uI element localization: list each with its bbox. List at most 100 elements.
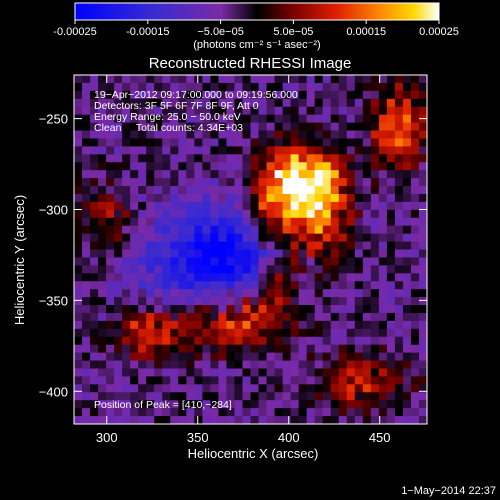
heatmap-cell (98, 352, 107, 362)
heatmap-cell (378, 305, 388, 314)
heatmap-cell (90, 90, 99, 100)
heatmap-cell (410, 297, 420, 306)
heatmap-cell (410, 368, 420, 378)
heatmap-cell (410, 257, 420, 266)
heatmap-cell (202, 249, 211, 259)
heatmap-cell (186, 217, 195, 227)
heatmap-cell (322, 225, 332, 235)
heatmap-cell (418, 273, 427, 282)
heatmap-cell (98, 154, 107, 163)
heatmap-cell (178, 289, 187, 298)
heatmap-cell (266, 114, 276, 124)
heatmap-cell (170, 241, 179, 251)
heatmap-cell (90, 281, 99, 290)
heatmap-cell (218, 305, 228, 314)
heatmap-cell (218, 209, 228, 219)
heatmap-cell (402, 106, 412, 116)
heatmap-cell (122, 201, 131, 211)
heatmap-cell (306, 368, 316, 378)
heatmap-cell (298, 344, 308, 354)
heatmap-cell (218, 98, 228, 108)
heatmap-cell (194, 170, 203, 179)
heatmap-cell (306, 201, 316, 211)
heatmap-cell (242, 328, 252, 338)
heatmap-cell (98, 217, 107, 227)
heatmap-cell (298, 368, 308, 378)
heatmap-cell (354, 98, 364, 108)
heatmap-cell (154, 328, 163, 338)
heatmap-cell (242, 186, 252, 195)
heatmap-cell (122, 297, 131, 306)
heatmap-cell (74, 186, 83, 195)
heatmap-cell (274, 408, 284, 417)
heatmap-cell (146, 114, 155, 124)
heatmap-cell (354, 392, 364, 401)
heatmap-cell (282, 75, 292, 84)
heatmap-cell (378, 241, 388, 251)
heatmap-cell (226, 225, 236, 235)
heatmap-cell (242, 360, 252, 370)
heatmap-cell (90, 217, 99, 227)
heatmap-cell (410, 170, 420, 179)
heatmap-cell (290, 122, 300, 132)
heatmap-cell (290, 360, 300, 370)
heatmap-cell (98, 193, 107, 203)
heatmap-cell (402, 328, 412, 338)
heatmap-cell (362, 320, 372, 330)
heatmap-cell (354, 376, 364, 385)
heatmap-cell (402, 416, 412, 424)
heatmap-cell (154, 392, 163, 401)
heatmap-cell (226, 241, 236, 251)
heatmap-cell (202, 154, 211, 163)
heatmap-cell (98, 114, 107, 124)
heatmap-cell (202, 225, 211, 235)
x-tick-label: 350 (187, 430, 209, 445)
heatmap-cell (194, 360, 203, 370)
heatmap-cell (138, 400, 147, 409)
heatmap-cell (242, 209, 252, 219)
heatmap-cell (90, 178, 99, 187)
heatmap-cell (74, 170, 83, 179)
heatmap-cell (146, 336, 155, 346)
heatmap-cell (346, 75, 356, 84)
heatmap-cell (258, 138, 268, 147)
heatmap-cell (242, 82, 252, 92)
heatmap-cell (330, 154, 340, 163)
x-tick-label: 450 (369, 430, 391, 445)
heatmap-cell (226, 344, 236, 354)
heatmap-cell (282, 289, 292, 298)
heatmap-cell (90, 122, 99, 132)
heatmap-cell (74, 241, 83, 251)
heatmap-cell (234, 265, 244, 274)
heatmap-cell (338, 138, 348, 147)
heatmap-cell (178, 138, 187, 147)
heatmap-cell (82, 376, 91, 385)
heatmap-cell (306, 312, 316, 322)
heatmap-cell (330, 320, 340, 330)
heatmap-cell (210, 289, 220, 298)
heatmap-cell (370, 376, 380, 385)
heatmap-cell (362, 352, 372, 362)
heatmap-cell (186, 178, 195, 187)
heatmap-cell (194, 352, 203, 362)
heatmap-cell (90, 328, 99, 338)
heatmap-cell (250, 241, 260, 251)
heatmap-cell (282, 178, 292, 187)
heatmap-cell (282, 376, 292, 385)
heatmap-cell (194, 122, 203, 132)
heatmap-cell (274, 90, 284, 100)
heatmap-cell (162, 98, 171, 108)
heatmap-cell (74, 408, 83, 417)
heatmap-cell (330, 130, 340, 140)
heatmap-cell (74, 336, 83, 346)
heatmap-cell (370, 233, 380, 243)
heatmap-cell (218, 162, 228, 171)
heatmap-cell (410, 82, 420, 92)
heatmap-cell (178, 257, 187, 266)
heatmap-cell (178, 201, 187, 211)
heatmap-cell (242, 352, 252, 362)
heatmap-cell (106, 273, 115, 282)
heatmap-cell (234, 328, 244, 338)
heatmap-cell (258, 344, 268, 354)
heatmap-cell (226, 154, 236, 163)
